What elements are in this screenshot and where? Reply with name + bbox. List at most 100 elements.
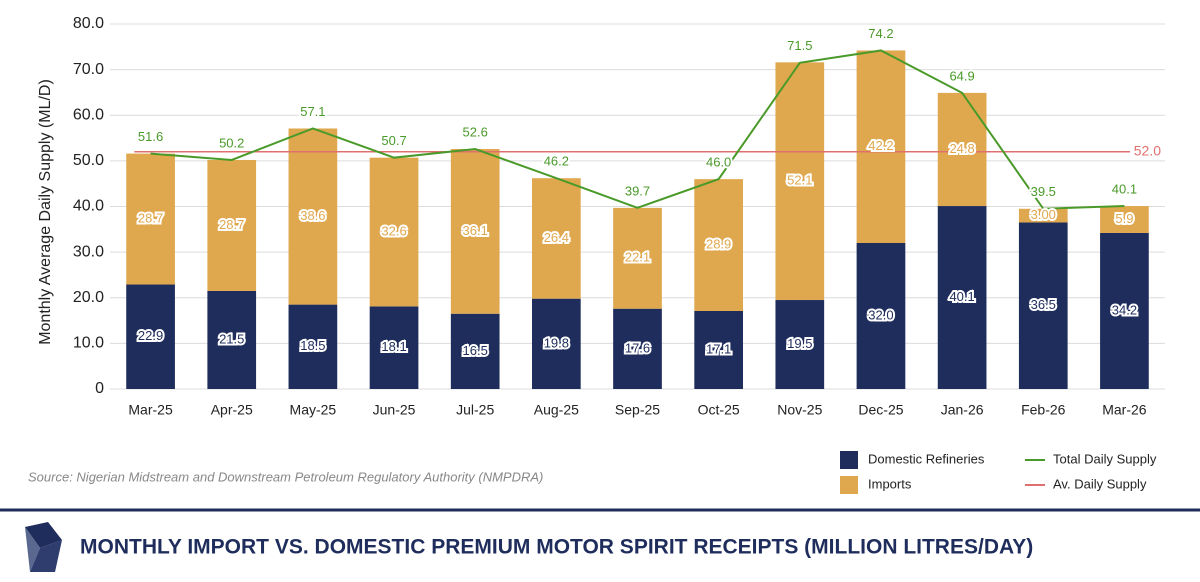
source-note: Source: Nigerian Midstream and Downstrea… bbox=[28, 469, 543, 484]
logo-shape bbox=[25, 522, 62, 548]
y-tick-label: 80.0 bbox=[73, 15, 104, 32]
bar-segment bbox=[856, 50, 906, 244]
x-tick-label: Sep-25 bbox=[615, 402, 660, 418]
value-label: 38.6 bbox=[300, 208, 325, 223]
y-tick-label: 50.0 bbox=[73, 152, 104, 169]
value-label: 32.0 bbox=[868, 307, 893, 322]
value-label: 42.2 bbox=[868, 138, 893, 153]
value-label: 19.5 bbox=[787, 336, 812, 351]
chart-title: MONTHLY IMPORT VS. DOMESTIC PREMIUM MOTO… bbox=[80, 536, 1033, 559]
bar-segment bbox=[856, 243, 906, 389]
value-label: 5.9 bbox=[1115, 211, 1133, 226]
y-tick-label: 20.0 bbox=[73, 289, 104, 306]
x-tick-label: Nov-25 bbox=[777, 402, 822, 418]
value-label: 39.5 bbox=[1031, 184, 1056, 199]
x-tick-label: Jan-26 bbox=[941, 402, 984, 418]
bar-segment bbox=[775, 300, 825, 389]
value-label: 57.1 bbox=[300, 104, 325, 119]
bar-segment bbox=[613, 308, 662, 389]
bar-segment bbox=[1100, 206, 1149, 233]
value-label: 16.5 bbox=[463, 343, 488, 358]
value-label: 28.7 bbox=[219, 217, 244, 232]
legend-label: Domestic Refineries bbox=[868, 451, 985, 466]
bar-segment bbox=[288, 304, 338, 389]
value-label: 24.8 bbox=[949, 141, 974, 156]
value-label: 17.1 bbox=[706, 341, 731, 356]
bar-segment bbox=[532, 178, 581, 299]
legend-label: Av. Daily Supply bbox=[1053, 476, 1147, 491]
y-tick-label: 30.0 bbox=[73, 243, 104, 260]
bar-segment bbox=[369, 157, 419, 307]
value-label: 32.6 bbox=[381, 223, 406, 238]
x-tick-label: Jun-25 bbox=[373, 402, 416, 418]
logo-shape bbox=[25, 527, 40, 572]
value-label: 52.1 bbox=[787, 173, 812, 188]
bar-segment bbox=[126, 153, 175, 285]
legend-swatch bbox=[840, 476, 858, 494]
x-tick-label: Dec-25 bbox=[858, 402, 903, 418]
bar-segment bbox=[775, 62, 825, 301]
bar-segment bbox=[532, 298, 581, 389]
value-label: 21.5 bbox=[219, 331, 244, 346]
bar-segment bbox=[694, 310, 743, 389]
logo bbox=[25, 522, 62, 572]
value-label: 34.2 bbox=[1112, 302, 1137, 317]
y-tick-label: 70.0 bbox=[73, 61, 104, 78]
y-tick-label: 40.0 bbox=[73, 198, 104, 215]
value-label: 36.5 bbox=[1031, 297, 1056, 312]
value-label: 28.7 bbox=[138, 210, 163, 225]
legend-label: Total Daily Supply bbox=[1053, 451, 1157, 466]
value-label: 64.9 bbox=[949, 68, 974, 83]
value-label: 19.8 bbox=[544, 335, 569, 350]
value-label: 74.2 bbox=[868, 26, 893, 41]
value-label: 40.1 bbox=[949, 289, 974, 304]
x-tick-label: Apr-25 bbox=[211, 402, 253, 418]
x-tick-label: Aug-25 bbox=[534, 402, 579, 418]
bar-segment bbox=[126, 284, 175, 389]
bar-segment bbox=[937, 206, 987, 389]
bar-segment bbox=[207, 290, 257, 389]
x-tick-label: May-25 bbox=[290, 402, 337, 418]
logo-shape bbox=[30, 540, 62, 572]
bar-segment bbox=[369, 306, 419, 389]
value-label: 52.6 bbox=[463, 124, 488, 139]
x-tick-label: Mar-25 bbox=[128, 402, 173, 418]
legend-swatch bbox=[840, 451, 858, 469]
y-tick-label: 0 bbox=[95, 380, 104, 397]
value-label: 26.4 bbox=[544, 230, 569, 245]
value-label: 46.2 bbox=[544, 154, 569, 169]
bar-segment bbox=[450, 149, 500, 314]
x-tick-label: Mar-26 bbox=[1102, 402, 1147, 418]
value-label: 71.5 bbox=[787, 38, 812, 53]
bar-segment bbox=[450, 313, 500, 389]
total-line bbox=[150, 49, 1125, 210]
bar-segment bbox=[288, 128, 338, 305]
value-label: 50.7 bbox=[381, 133, 406, 148]
value-label: 40.1 bbox=[1112, 181, 1137, 196]
bar-segment bbox=[1018, 208, 1068, 223]
value-label: 50.2 bbox=[219, 135, 244, 150]
value-label: 22.1 bbox=[625, 250, 650, 265]
bar-segment bbox=[694, 179, 743, 311]
x-tick-label: Oct-25 bbox=[698, 402, 740, 418]
value-label: 3.00 bbox=[1031, 207, 1056, 222]
x-tick-label: Feb-26 bbox=[1021, 402, 1066, 418]
y-axis-label: Monthly Average Daily Supply (ML/D) bbox=[37, 79, 54, 345]
y-tick-label: 60.0 bbox=[73, 106, 104, 123]
bar-segment bbox=[613, 207, 662, 309]
value-label: 51.6 bbox=[138, 129, 163, 144]
bar-segment bbox=[207, 159, 257, 291]
value-label: 18.5 bbox=[300, 338, 325, 353]
reference-label: 52.0 bbox=[1134, 142, 1161, 158]
value-label: 17.6 bbox=[625, 340, 650, 355]
value-label: 18.1 bbox=[381, 339, 406, 354]
bar-segment bbox=[1018, 222, 1068, 389]
legend-label: Imports bbox=[868, 476, 912, 491]
bar-segment bbox=[1100, 232, 1149, 389]
value-label: 39.7 bbox=[625, 183, 650, 198]
value-label: 46.0 bbox=[706, 155, 731, 170]
bar-segment bbox=[937, 92, 987, 207]
value-label: 36.1 bbox=[463, 223, 488, 238]
